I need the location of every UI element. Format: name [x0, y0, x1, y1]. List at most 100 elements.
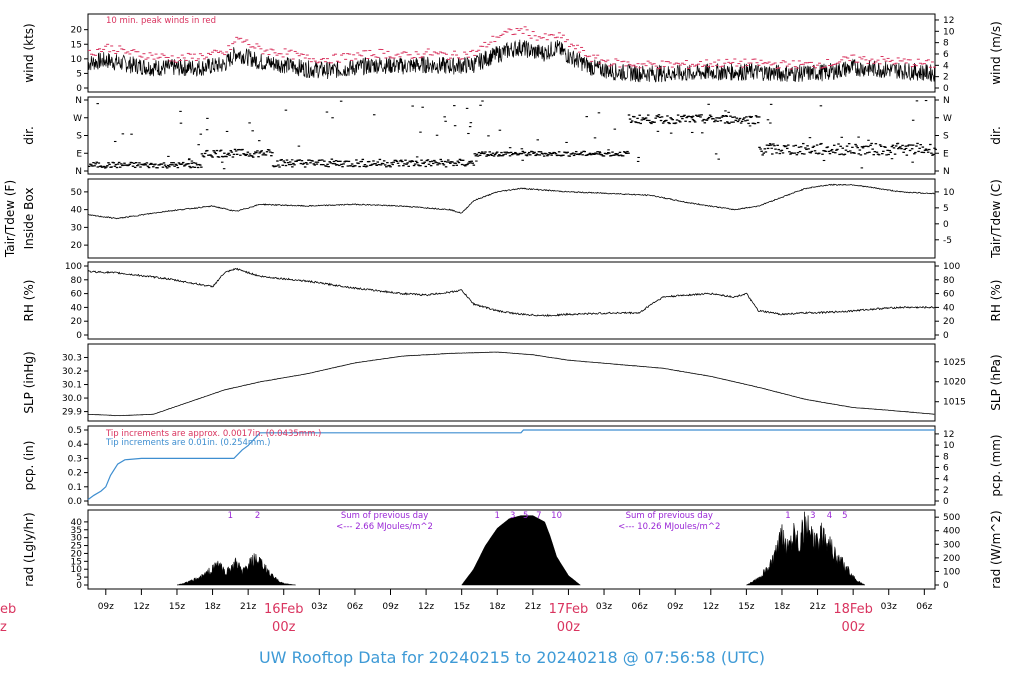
- y-tick-label: 0.0: [68, 497, 83, 507]
- hour-mark-label: 1: [228, 511, 233, 521]
- panel-rh: [84, 261, 939, 340]
- daily-sum-value: <--- 10.26 MJoules/m^2: [618, 522, 720, 532]
- y-axis-label: wind (kts): [22, 23, 36, 82]
- y-tick-label: 100: [65, 262, 82, 272]
- y-tick-label: 0.1: [68, 483, 82, 493]
- y-tick-label: 30.2: [62, 367, 82, 377]
- panel-slp: [84, 343, 939, 422]
- y-tick-label: W: [73, 114, 82, 124]
- tip-note-blue: Tip increments are 0.01in. (0.254mm.): [105, 438, 270, 448]
- y-tick-label: 0.2: [68, 469, 82, 479]
- x-tick-label: 09z: [98, 602, 114, 612]
- y-axis-right-label: SLP (hPa): [989, 354, 1003, 410]
- y-tick-right-label: 10: [943, 441, 955, 451]
- x-tick-label: 03z: [311, 602, 327, 612]
- x-tick-label: 15z: [169, 602, 185, 612]
- x-day-sublabel-partial: z: [0, 620, 7, 635]
- y-tick-right-label: 2: [943, 486, 949, 496]
- y-tick-right-label: 60: [943, 290, 955, 300]
- y-axis-right-label: rad (W/m^2): [989, 510, 1003, 588]
- panel-frame: [87, 425, 936, 506]
- y-tick-label: 40: [71, 303, 83, 313]
- x-tick-label: 18z: [774, 602, 790, 612]
- y-tick-label: 80: [71, 276, 83, 286]
- x-tick-label: 18z: [489, 602, 505, 612]
- daily-sum-title: Sum of previous day: [341, 511, 428, 521]
- y-tick-label: 35: [71, 526, 82, 536]
- hour-mark-label: 1: [785, 511, 790, 521]
- x-day-label-partial: eb: [0, 602, 16, 617]
- y-tick-right-label: 8: [943, 452, 949, 462]
- panel-pcp: [84, 425, 939, 506]
- y-tick-right-label: 4: [943, 61, 949, 71]
- y-tick-label: 5: [76, 573, 82, 583]
- daily-sum-title: Sum of previous day: [626, 511, 713, 521]
- y-tick-label: 0.4: [68, 440, 83, 450]
- y-tick-right-label: 12: [943, 16, 954, 26]
- tip-note-red: Tip increments are approx. 0.0017in. (0.…: [105, 429, 321, 439]
- y-tick-label: 40: [71, 206, 83, 216]
- x-tick-label: 06z: [916, 602, 932, 612]
- y-tick-label: 10: [71, 565, 83, 575]
- x-day-label: 18Feb: [833, 602, 873, 617]
- y-tick-right-label: 2: [943, 73, 949, 83]
- y-axis-label: RH (%): [22, 280, 36, 322]
- y-tick-right-label: 8: [943, 39, 949, 49]
- y-tick-right-label: 12: [943, 430, 954, 440]
- x-tick-label: 06z: [347, 602, 363, 612]
- y-axis-right-label: pcp. (mm): [989, 434, 1003, 496]
- y-tick-label: 30: [71, 223, 83, 233]
- radiation-area: [176, 553, 296, 586]
- y-tick-label: S: [76, 132, 82, 142]
- panel-temp: [84, 178, 939, 259]
- hour-mark-label: 1: [495, 511, 500, 521]
- y-tick-right-label: 300: [943, 540, 960, 550]
- y-tick-right-label: 1025: [943, 358, 966, 368]
- y-tick-label: N: [75, 96, 82, 106]
- panel-frame: [87, 178, 936, 259]
- y-tick-label: 40: [71, 518, 83, 528]
- x-tick-label: 18z: [204, 602, 220, 612]
- x-tick-label: 06z: [632, 602, 648, 612]
- y-axis-label: pcp. (in): [22, 441, 36, 491]
- series-temp: [88, 183, 935, 220]
- y-tick-right-label: 10: [943, 188, 955, 198]
- x-day-sublabel: 00z: [272, 620, 296, 635]
- y-tick-right-label: 4: [943, 475, 949, 485]
- y-axis-label: rad (Lgly/hr): [22, 512, 36, 586]
- x-day-label: 17Feb: [549, 602, 589, 617]
- y-tick-right-label: 100: [943, 567, 960, 577]
- y-axis-right-label: dir.: [989, 126, 1003, 145]
- series-wind-mean: [87, 39, 935, 83]
- y-tick-label: 0.5: [68, 426, 82, 436]
- y-axis-sublabel: Inside Box: [22, 188, 36, 250]
- hour-mark-label: 10: [551, 511, 562, 521]
- y-axis-right-label: Tair/Tdew (C): [989, 179, 1003, 259]
- peak-wind-annotation: 10 min. peak winds in red: [106, 16, 216, 26]
- x-tick-label: 09z: [667, 602, 683, 612]
- y-tick-label: 20: [71, 241, 83, 251]
- y-tick-right-label: 200: [943, 554, 960, 564]
- y-tick-label: 15: [71, 40, 82, 50]
- panel-frame: [87, 509, 936, 590]
- y-tick-right-label: 0: [943, 84, 949, 94]
- y-tick-right-label: S: [943, 132, 949, 142]
- y-tick-label: 10: [71, 55, 83, 65]
- panel-wind: [84, 13, 939, 93]
- y-tick-label: E: [76, 149, 82, 159]
- y-tick-right-label: 20: [943, 317, 955, 327]
- x-tick-label: 21z: [525, 602, 541, 612]
- daily-sum-value: <--- 2.66 MJoules/m^2: [336, 522, 433, 532]
- y-tick-label: 20: [71, 26, 83, 36]
- y-tick-label: 0: [76, 331, 82, 341]
- y-tick-label: N: [75, 167, 82, 177]
- y-tick-right-label: -5: [943, 236, 952, 246]
- y-tick-label: 25: [71, 542, 82, 552]
- y-tick-label: 0: [76, 84, 82, 94]
- x-tick-label: 03z: [596, 602, 612, 612]
- x-tick-label: 03z: [881, 602, 897, 612]
- y-tick-right-label: N: [943, 167, 950, 177]
- x-tick-label: 12z: [133, 602, 149, 612]
- x-tick-label: 09z: [382, 602, 398, 612]
